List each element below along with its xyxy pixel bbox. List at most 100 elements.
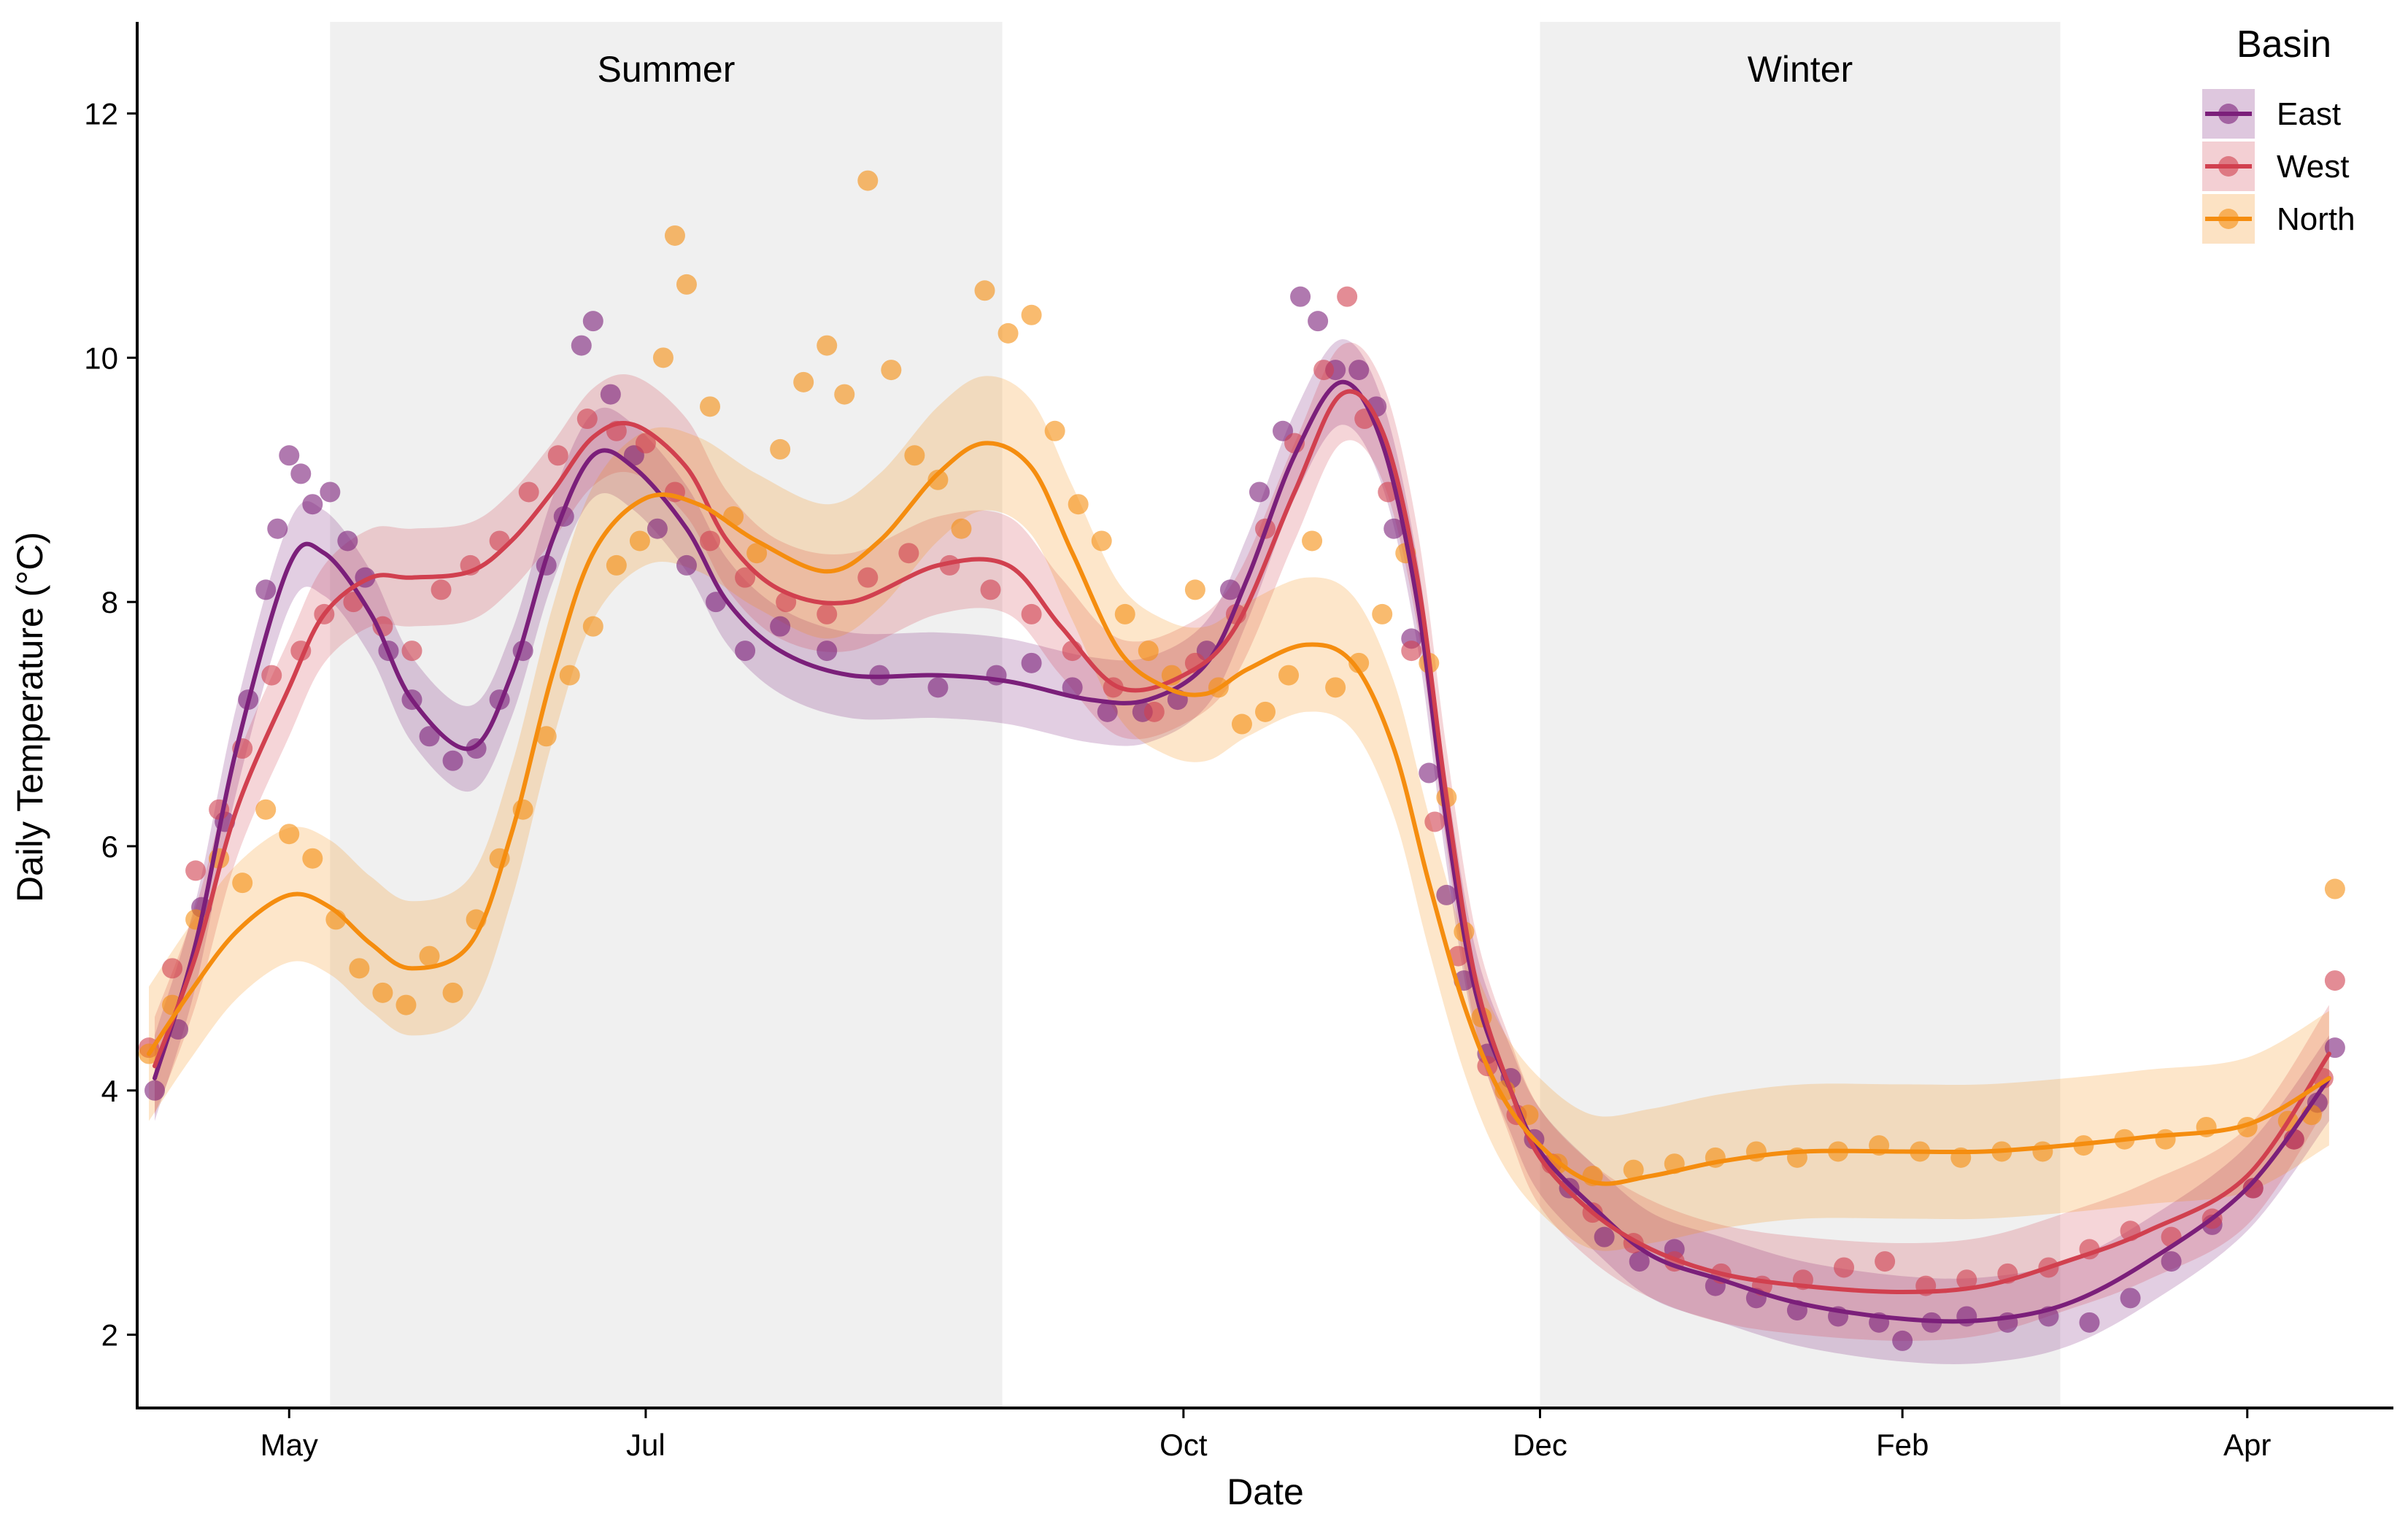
point-north-39 <box>1021 304 1042 325</box>
trend-line-west <box>153 389 2331 1294</box>
shaded-period-summer <box>330 22 1003 1408</box>
point-west-41 <box>1424 811 1446 832</box>
point-east-71 <box>2079 1312 2100 1333</box>
point-west-37 <box>1337 286 1358 307</box>
point-east-6 <box>267 518 288 539</box>
point-north-22 <box>652 347 674 368</box>
legend-label-east: East <box>2277 96 2341 132</box>
point-east-23 <box>582 311 603 332</box>
point-east-27 <box>676 554 697 576</box>
point-east-29 <box>735 641 756 662</box>
shaded-period-label-winter: Winter <box>1748 49 1853 90</box>
x-tick-label-oct: Oct <box>1159 1428 1208 1462</box>
point-north-7 <box>302 848 323 869</box>
point-north-64 <box>1623 1159 1644 1180</box>
point-east-16 <box>442 750 463 771</box>
point-north-31 <box>834 384 855 405</box>
point-north-36 <box>951 518 972 539</box>
point-north-51 <box>1302 530 1323 552</box>
point-north-77 <box>2155 1129 2176 1150</box>
x-tick-label-jul: Jul <box>626 1428 665 1462</box>
point-west-20 <box>700 530 721 552</box>
point-north-41 <box>1068 494 1089 515</box>
point-west-16 <box>576 409 598 430</box>
point-north-23 <box>664 225 685 246</box>
point-north-25 <box>700 396 721 417</box>
band-west <box>155 342 2329 1341</box>
y-tick-label-4: 4 <box>101 1074 118 1108</box>
point-north-54 <box>1372 603 1393 624</box>
point-east-10 <box>320 481 341 503</box>
point-east-66 <box>1892 1330 1913 1351</box>
point-west-23 <box>817 603 838 624</box>
point-west-14 <box>518 481 539 503</box>
legend-items: East West North <box>2202 89 2355 244</box>
point-west-40 <box>1401 641 1422 662</box>
point-north-4 <box>232 873 253 894</box>
point-east-31 <box>817 641 838 662</box>
y-tick-label-6: 6 <box>101 829 118 864</box>
point-north-28 <box>770 438 791 460</box>
point-east-7 <box>279 445 300 466</box>
legend-key-point-west <box>2218 156 2239 177</box>
point-west-5 <box>261 665 282 686</box>
point-east-45 <box>1308 311 1329 332</box>
point-north-48 <box>1231 713 1252 735</box>
legend: Basin East West North <box>2202 23 2355 244</box>
x-tick-label-may: May <box>261 1428 318 1462</box>
point-east-30 <box>770 616 791 637</box>
point-west-65 <box>2324 970 2345 991</box>
point-north-49 <box>1255 701 1276 722</box>
point-north-11 <box>395 994 417 1015</box>
point-east-36 <box>1062 677 1083 698</box>
point-north-32 <box>857 170 879 191</box>
point-east-0 <box>144 1080 166 1101</box>
point-north-35 <box>927 469 949 490</box>
point-north-21 <box>629 530 650 552</box>
point-east-8 <box>290 463 312 484</box>
point-east-59 <box>1629 1251 1650 1272</box>
point-east-33 <box>927 677 949 698</box>
point-north-50 <box>1278 665 1300 686</box>
point-north-38 <box>997 322 1019 344</box>
point-west-42 <box>1448 945 1469 967</box>
x-axis-ticks: May Jul Oct Dec Feb Apr <box>261 1408 2271 1462</box>
point-north-29 <box>793 371 814 392</box>
point-north-30 <box>817 335 838 356</box>
point-east-28 <box>706 592 727 613</box>
point-north-33 <box>881 360 902 381</box>
x-axis-title: Date <box>1227 1471 1304 1512</box>
x-tick-label-apr: Apr <box>2223 1428 2271 1462</box>
point-north-40 <box>1044 420 1065 441</box>
point-east-72 <box>2120 1288 2141 1309</box>
legend-label-west: West <box>2277 149 2349 185</box>
point-east-68 <box>1956 1306 1977 1327</box>
x-tick-label-feb: Feb <box>1876 1428 1929 1462</box>
point-north-27 <box>746 543 768 564</box>
point-north-37 <box>974 280 995 301</box>
point-north-24 <box>676 274 697 295</box>
point-north-5 <box>255 799 277 820</box>
point-west-21 <box>735 567 756 588</box>
legend-key-point-north <box>2218 209 2239 229</box>
point-west-52 <box>1834 1257 1855 1278</box>
y-tick-label-2: 2 <box>101 1318 118 1353</box>
point-north-42 <box>1091 530 1112 552</box>
point-east-11 <box>337 530 358 552</box>
point-north-10 <box>372 982 393 1003</box>
point-west-62 <box>2242 1177 2264 1199</box>
point-east-73 <box>2161 1251 2182 1272</box>
point-west-31 <box>1143 701 1165 722</box>
point-north-19 <box>582 616 603 637</box>
point-north-13 <box>442 982 463 1003</box>
point-north-17 <box>536 726 557 747</box>
point-west-18 <box>635 433 656 454</box>
shaded-period-label-summer: Summer <box>597 49 735 90</box>
point-north-46 <box>1184 579 1205 600</box>
legend-label-north: North <box>2277 201 2355 237</box>
band-east <box>155 339 2329 1364</box>
point-west-36 <box>1313 360 1335 381</box>
point-east-52 <box>1436 884 1457 905</box>
point-west-53 <box>1875 1251 1896 1272</box>
